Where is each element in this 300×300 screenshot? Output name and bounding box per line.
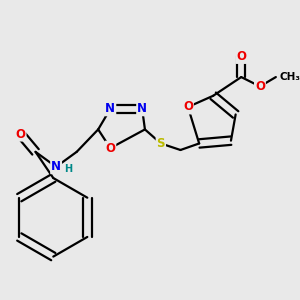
Text: O: O	[183, 100, 193, 113]
Text: O: O	[236, 50, 246, 63]
Text: O: O	[105, 142, 115, 154]
Text: S: S	[157, 137, 165, 150]
Text: O: O	[255, 80, 265, 93]
Text: N: N	[51, 160, 61, 173]
Text: O: O	[16, 128, 26, 141]
Text: N: N	[137, 102, 147, 116]
Text: N: N	[105, 102, 115, 116]
Text: H: H	[64, 164, 72, 174]
Text: CH₃: CH₃	[280, 72, 300, 82]
